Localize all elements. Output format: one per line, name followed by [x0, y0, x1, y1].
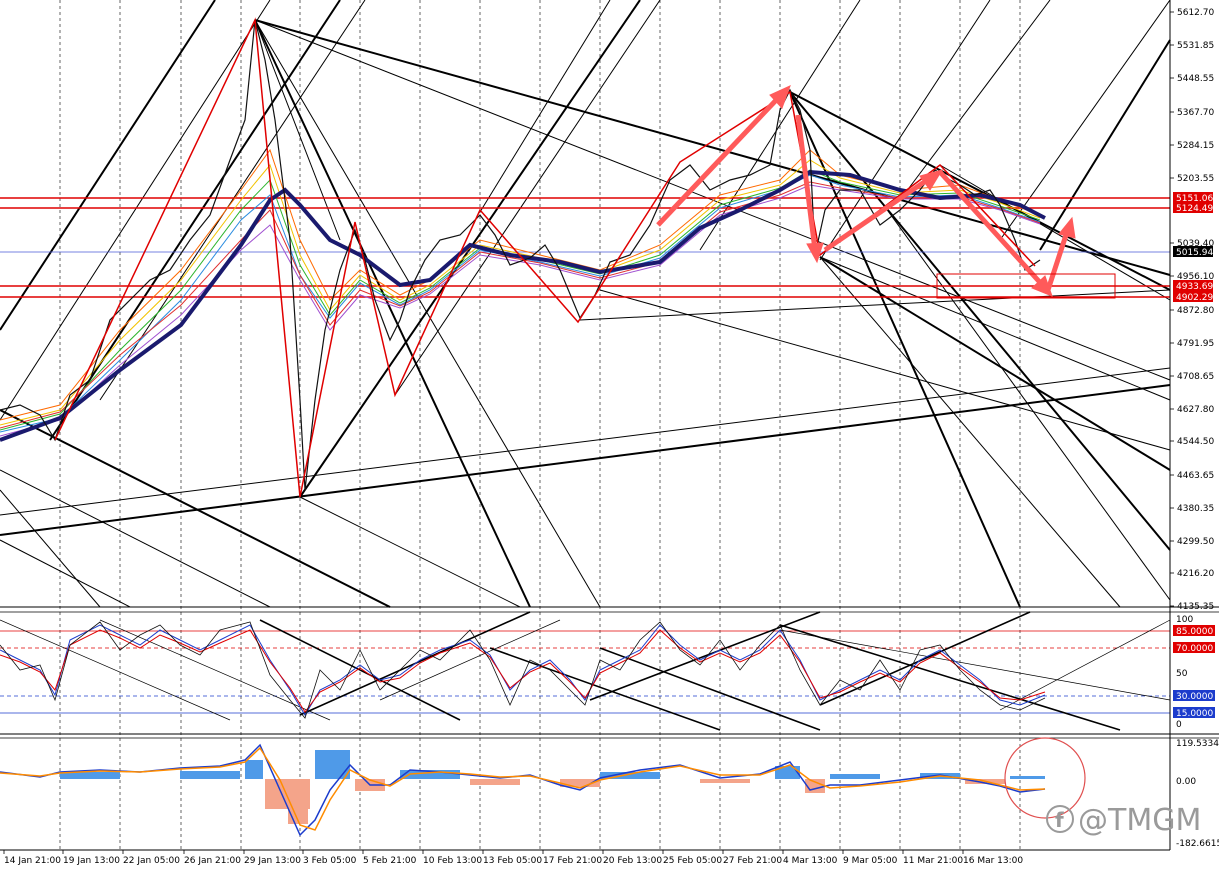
- macd-tick-label: 0.00: [1176, 777, 1196, 787]
- time-tick-label: 10 Feb 13:00: [423, 856, 482, 866]
- price-tick-label: 4544.50: [1177, 437, 1214, 447]
- time-tick-label: 3 Feb 05:00: [303, 856, 357, 866]
- price-series: [0, 19, 1041, 491]
- price-tick-label: 4627.80: [1177, 405, 1214, 415]
- price-tick-label: 5039.40: [1177, 239, 1214, 249]
- price-level-tag: 5151.06: [1173, 192, 1213, 204]
- arrow-down-feb27: [795, 114, 824, 264]
- time-tick-label: 13 Feb 05:00: [483, 856, 542, 866]
- macd-signal-line: [0, 746, 1046, 831]
- macd-pane[interactable]: [0, 743, 1046, 837]
- price-tick-label: 4872.80: [1177, 306, 1214, 316]
- price-tick-label: 4791.95: [1177, 339, 1214, 349]
- oscillator-trendlines: [0, 611, 1171, 731]
- price-tick-label: 5284.15: [1177, 141, 1214, 151]
- arrow-up-feb: [656, 85, 791, 227]
- oscillator-level-tag: 70.0000: [1173, 642, 1215, 654]
- price-tick-label: 4216.20: [1177, 569, 1214, 579]
- time-tick-label: 4 Mar 13:00: [783, 856, 838, 866]
- price-axis: 5612.70 5531.85 5448.55 5367.70 5284.15 5203.…: [1170, 8, 1214, 612]
- price-tick-label: 4380.35: [1177, 504, 1214, 514]
- oscillator-axis: 100 50 0 85.0000 70.0000 30.0000 15.0000: [1173, 615, 1215, 730]
- price-tick-label: 4299.50: [1177, 537, 1214, 547]
- price-tick-label: 5203.55: [1177, 174, 1214, 184]
- oscillator-level-tag-label: 30.0000: [1176, 692, 1213, 702]
- macd-line: [0, 743, 1046, 837]
- time-tick-label: 20 Feb 13:00: [603, 856, 662, 866]
- time-axis: 14 Jan 21:00 19 Jan 13:00 22 Jan 05:00 26 J…: [3, 850, 1023, 866]
- oscillator-level-tag: 15.0000: [1173, 707, 1215, 719]
- period-separators: [59, 0, 1021, 850]
- time-tick-label: 26 Jan 21:00: [184, 856, 241, 866]
- macd-histogram: [60, 750, 1045, 824]
- watermark: f @TMGM: [1004, 737, 1201, 838]
- time-tick-label: 27 Feb 21:00: [723, 856, 782, 866]
- arrow-up-target: [1045, 216, 1076, 291]
- horizontal-levels[interactable]: [0, 197, 1170, 298]
- macd-tick-label: 119.5334: [1176, 739, 1219, 749]
- price-level-tag: 4933.69: [1173, 280, 1213, 292]
- time-tick-label: 9 Mar 05:00: [843, 856, 898, 866]
- oscillator-tick-label: 100: [1176, 615, 1193, 625]
- facebook-icon: f: [1046, 805, 1074, 833]
- oscillator-tick-label: 0: [1176, 720, 1182, 730]
- main-price-pane[interactable]: [0, 0, 1171, 850]
- oscillator-level-tag: 85.0000: [1173, 625, 1215, 637]
- time-tick-label: 17 Feb 21:00: [543, 856, 602, 866]
- arrow-up-mar: [823, 169, 944, 253]
- svg-text:f: f: [1055, 808, 1064, 832]
- price-tick-label: 4135.35: [1177, 602, 1214, 612]
- macd-axis: 119.5334 0.00 -182.6615: [1176, 739, 1219, 849]
- price-level-tag: 5015.94: [1173, 246, 1213, 258]
- price-tick-label: 5612.70: [1177, 8, 1214, 18]
- ma-ribbon: [0, 148, 1041, 437]
- price-level-tag-label: 5124.49: [1176, 204, 1213, 214]
- price-tick-label: 5367.70: [1177, 108, 1214, 118]
- oscillator-tick-label: 50: [1176, 669, 1188, 679]
- highlight-circle: [1004, 737, 1086, 819]
- price-level-tag-label: 5151.06: [1176, 194, 1213, 204]
- price-tick-label: 5531.85: [1177, 41, 1214, 51]
- oscillator-signal-line: [0, 621, 1046, 719]
- price-tick-label: 4463.65: [1177, 471, 1214, 481]
- forecast-arrows[interactable]: [656, 85, 1076, 297]
- price-tick-label: 4956.10: [1177, 272, 1214, 282]
- price-level-tag: 5124.49: [1173, 202, 1213, 214]
- oscillator-level-tag: 30.0000: [1173, 690, 1215, 702]
- price-level-tag: 4902.29: [1173, 291, 1213, 303]
- oscillator-fast-line: [0, 624, 1046, 716]
- oscillator-pane[interactable]: [0, 611, 1171, 731]
- time-tick-label: 5 Feb 21:00: [363, 856, 417, 866]
- price-level-tag-label: 4902.29: [1176, 293, 1213, 303]
- oscillator-level-tag-label: 70.0000: [1176, 644, 1213, 654]
- heavy-moving-average: [0, 169, 1046, 442]
- price-level-tag-label: 5015.94: [1176, 248, 1213, 258]
- oscillator-level-tag-label: 85.0000: [1176, 627, 1213, 637]
- time-tick-label: 29 Jan 13:00: [244, 856, 301, 866]
- price-tick-label: 4708.65: [1177, 372, 1214, 382]
- time-tick-label: 16 Mar 13:00: [963, 856, 1023, 866]
- time-tick-label: 25 Feb 05:00: [663, 856, 722, 866]
- price-tick-label: 5448.55: [1177, 74, 1214, 84]
- time-tick-label: 22 Jan 05:00: [123, 856, 180, 866]
- oscillator-slow-line: [0, 629, 1046, 713]
- watermark-text: @TMGM: [1078, 803, 1201, 838]
- time-tick-label: 11 Mar 21:00: [903, 856, 963, 866]
- time-tick-label: 19 Jan 13:00: [63, 856, 120, 866]
- price-level-tag-label: 4933.69: [1176, 282, 1213, 292]
- time-tick-label: 14 Jan 21:00: [4, 856, 61, 866]
- oscillator-level-tag-label: 15.0000: [1176, 709, 1213, 719]
- macd-tick-label: -182.6615: [1176, 839, 1219, 849]
- target-zone-box[interactable]: [936, 273, 1116, 299]
